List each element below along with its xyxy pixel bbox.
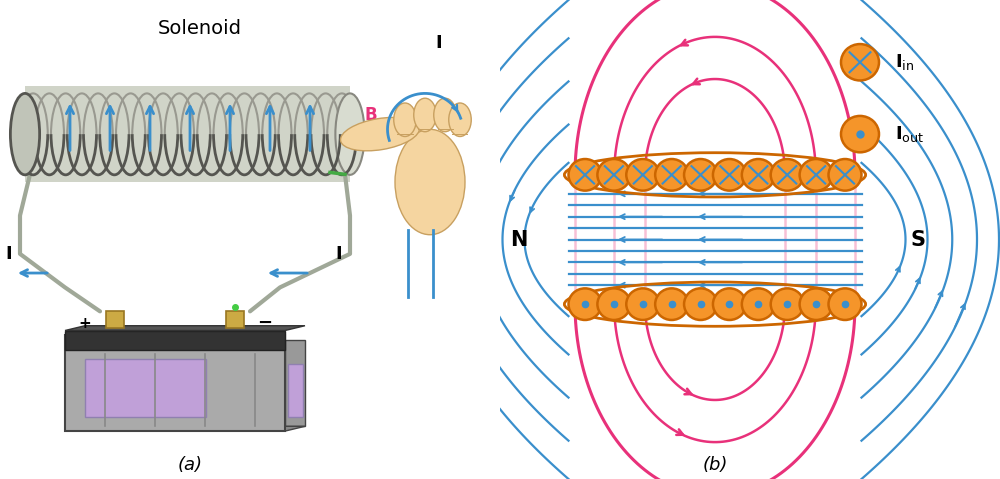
Ellipse shape — [335, 93, 365, 175]
Circle shape — [684, 159, 717, 191]
Circle shape — [828, 159, 862, 191]
Ellipse shape — [395, 129, 465, 235]
Circle shape — [684, 288, 717, 320]
Text: Solenoid: Solenoid — [158, 19, 242, 38]
Bar — [106, 311, 124, 328]
Circle shape — [841, 44, 879, 80]
Polygon shape — [65, 426, 305, 431]
Circle shape — [713, 159, 746, 191]
Circle shape — [626, 159, 659, 191]
Bar — [65, 331, 285, 350]
Circle shape — [771, 288, 804, 320]
Ellipse shape — [10, 93, 40, 175]
Text: N: N — [510, 229, 527, 250]
Bar — [85, 359, 206, 417]
Text: I: I — [5, 245, 12, 262]
Polygon shape — [65, 326, 305, 331]
Ellipse shape — [449, 103, 471, 137]
Ellipse shape — [341, 117, 419, 151]
Circle shape — [597, 288, 630, 320]
Bar — [25, 86, 350, 182]
Text: (b): (b) — [702, 456, 728, 474]
FancyBboxPatch shape — [285, 340, 305, 426]
Circle shape — [568, 288, 602, 320]
Bar — [288, 364, 303, 417]
Bar — [65, 335, 285, 431]
Ellipse shape — [394, 103, 416, 137]
Circle shape — [742, 288, 775, 320]
Circle shape — [800, 159, 833, 191]
Text: S: S — [910, 229, 925, 250]
Circle shape — [626, 288, 659, 320]
Text: +: + — [79, 316, 91, 331]
Ellipse shape — [414, 98, 436, 132]
Circle shape — [828, 288, 862, 320]
Circle shape — [597, 159, 630, 191]
Circle shape — [655, 159, 688, 191]
Circle shape — [742, 159, 775, 191]
Text: (a): (a) — [178, 456, 202, 474]
Circle shape — [713, 288, 746, 320]
Circle shape — [841, 116, 879, 152]
Bar — [226, 311, 244, 328]
Text: $\mathbf{I}_{\mathrm{in}}$: $\mathbf{I}_{\mathrm{in}}$ — [895, 52, 914, 72]
Text: $\mathbf{I}_{\mathrm{out}}$: $\mathbf{I}_{\mathrm{out}}$ — [895, 124, 924, 144]
Circle shape — [771, 159, 804, 191]
Circle shape — [655, 288, 688, 320]
Text: −: − — [257, 314, 273, 332]
Text: B: B — [365, 106, 378, 124]
Circle shape — [568, 159, 602, 191]
Circle shape — [800, 288, 833, 320]
Text: I: I — [435, 34, 442, 52]
Text: I: I — [335, 245, 342, 262]
Ellipse shape — [434, 98, 456, 132]
